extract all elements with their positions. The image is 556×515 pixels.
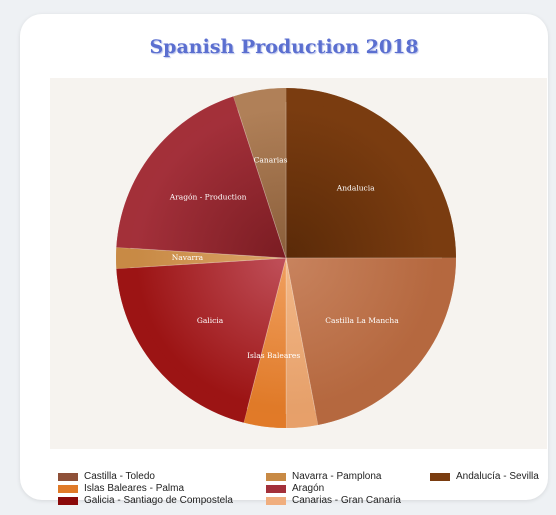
legend-swatch [58,496,78,505]
pie-slice-rim [286,411,318,428]
slice-label: Andalucia [336,183,375,192]
slice-label: Galicia [197,316,224,325]
slice-label: Navarra [172,253,204,262]
pie-slice-rim [233,88,286,110]
legend: Castilla - Toledo Navarra - Pamplona And… [58,471,556,515]
pie-slice-rim [116,267,248,423]
slice-label: Aragón - Production [169,193,247,202]
legend-item: Castilla - Toledo [58,471,155,482]
legend-item: Islas Baleares - Palma [58,483,184,494]
pie-slice [285,257,319,429]
pie-chart: Andalucia Castilla La Mancha Islas Baleare… [115,87,457,429]
pie-slice-rim [116,247,131,269]
legend-swatch [266,484,286,493]
legend-label: Castilla - Toledo [84,471,155,482]
chart-card: Spanish Production 2018 Andalucia Castill… [20,14,548,506]
legend-label: Galicia - Santiago de Compostela [84,495,233,506]
legend-swatch [430,472,450,481]
pie-slice-rim [286,88,456,258]
slice-label: Islas Baleares [247,351,300,360]
slice-label: Castilla La Mancha [325,316,399,325]
pie-slice-rim [243,409,286,428]
legend-item: Canarias - Gran Canaria [266,495,401,506]
legend-label: Canarias - Gran Canaria [292,495,401,506]
legend-swatch [58,484,78,493]
legend-label: Navarra - Pamplona [292,471,382,482]
pie-slice-rim [116,96,238,249]
legend-swatch [266,472,286,481]
legend-label: Islas Baleares - Palma [84,483,185,494]
legend-swatch [266,496,286,505]
pie-slice-rim [315,258,456,425]
plot-area: Andalucia Castilla La Mancha Islas Baleare… [50,78,547,449]
legend-label: Aragón [292,483,325,494]
legend-item: Galicia - Santiago de Compostela [58,495,233,506]
legend-swatch [58,472,78,481]
legend-item: Andalucía - Sevilla [430,471,539,482]
legend-item: Aragón [266,483,324,494]
slice-label: Canarias [254,156,288,165]
legend-label: Andalucía - Sevilla [456,471,539,482]
legend-item: Navarra - Pamplona [266,471,381,482]
chart-title: Spanish Production 2018 [149,36,419,58]
